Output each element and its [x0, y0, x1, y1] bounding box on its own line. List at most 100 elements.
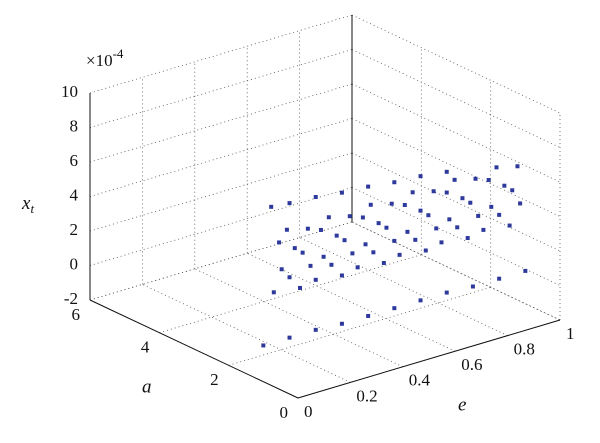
point [339, 190, 344, 195]
point [350, 251, 355, 256]
point [342, 238, 347, 243]
grid-line [89, 187, 353, 266]
point [423, 248, 428, 253]
point [447, 217, 452, 222]
point [397, 252, 402, 257]
point [334, 233, 339, 238]
grid-line [89, 49, 353, 128]
point [298, 285, 303, 290]
axis-line [89, 299, 299, 399]
point [418, 208, 423, 213]
point [347, 214, 352, 219]
z-tick-label: 8 [70, 116, 79, 135]
point [468, 200, 473, 205]
point [405, 229, 410, 234]
point [313, 327, 318, 332]
point [465, 236, 470, 241]
point [279, 267, 284, 272]
grid-line [159, 254, 422, 334]
point [392, 180, 397, 185]
y-tick-label: 6 [72, 305, 81, 324]
z-tick-label: 10 [61, 82, 78, 101]
point [426, 213, 431, 218]
x-tick-label: 0.4 [409, 371, 431, 390]
point [300, 250, 305, 255]
point [515, 164, 520, 169]
z-axis-label-main: x [21, 193, 31, 214]
point [363, 242, 368, 247]
point [360, 215, 365, 220]
point [277, 240, 282, 245]
point [339, 321, 344, 326]
point [384, 225, 389, 230]
point [444, 190, 449, 195]
grid-line [351, 14, 561, 114]
grid-line [228, 286, 491, 366]
y-tick-label: 2 [210, 370, 219, 389]
point [502, 183, 507, 188]
point [371, 250, 376, 255]
grid-line [89, 152, 353, 232]
z-tick-label: -2 [64, 289, 78, 308]
point [271, 290, 276, 295]
point [389, 201, 394, 206]
grid-line [351, 83, 561, 183]
point [497, 276, 502, 281]
point [431, 189, 436, 194]
grid-line [89, 83, 353, 163]
point [481, 227, 486, 232]
point [392, 238, 397, 243]
point [452, 177, 457, 182]
point [460, 196, 465, 201]
point [434, 226, 439, 231]
x-tick-label: 1 [566, 324, 575, 343]
y-tick-label: 4 [141, 338, 150, 357]
point [329, 262, 334, 267]
grid-line [89, 118, 353, 197]
point [486, 178, 491, 183]
multiplier-base: ×10 [86, 51, 113, 70]
point [321, 254, 326, 259]
point [455, 225, 460, 230]
point [510, 188, 515, 193]
point [292, 246, 297, 251]
point [261, 343, 266, 348]
z-axis-label: xt [21, 193, 34, 216]
point [392, 306, 397, 311]
z-tick-label: 0 [70, 254, 79, 273]
point [444, 169, 449, 174]
x-tick-label: 0 [304, 402, 313, 421]
point [287, 335, 292, 340]
point [418, 298, 423, 303]
point [518, 201, 523, 206]
point [473, 176, 478, 181]
point [326, 215, 331, 220]
point [366, 313, 371, 318]
grid-line [351, 187, 561, 286]
point [402, 202, 407, 207]
point [444, 290, 449, 295]
multiplier-exponent: -4 [113, 46, 124, 61]
grid-line [194, 268, 403, 368]
grid-line [299, 237, 508, 336]
point [381, 260, 386, 265]
point [418, 174, 423, 179]
point [313, 195, 318, 200]
point [507, 223, 512, 228]
y-tick-label: 0 [280, 403, 289, 422]
point [355, 265, 360, 270]
point [339, 273, 344, 278]
grid-line [351, 221, 561, 321]
point [470, 284, 475, 289]
point [497, 212, 502, 217]
point [413, 237, 418, 242]
axis-line [297, 319, 561, 399]
x-tick-label: 0.8 [514, 340, 535, 359]
grid-line [351, 152, 561, 252]
point [476, 213, 481, 218]
z-tick-label: 4 [70, 185, 79, 204]
grid-line [351, 49, 561, 148]
grid-line [89, 221, 353, 301]
point [287, 201, 292, 206]
